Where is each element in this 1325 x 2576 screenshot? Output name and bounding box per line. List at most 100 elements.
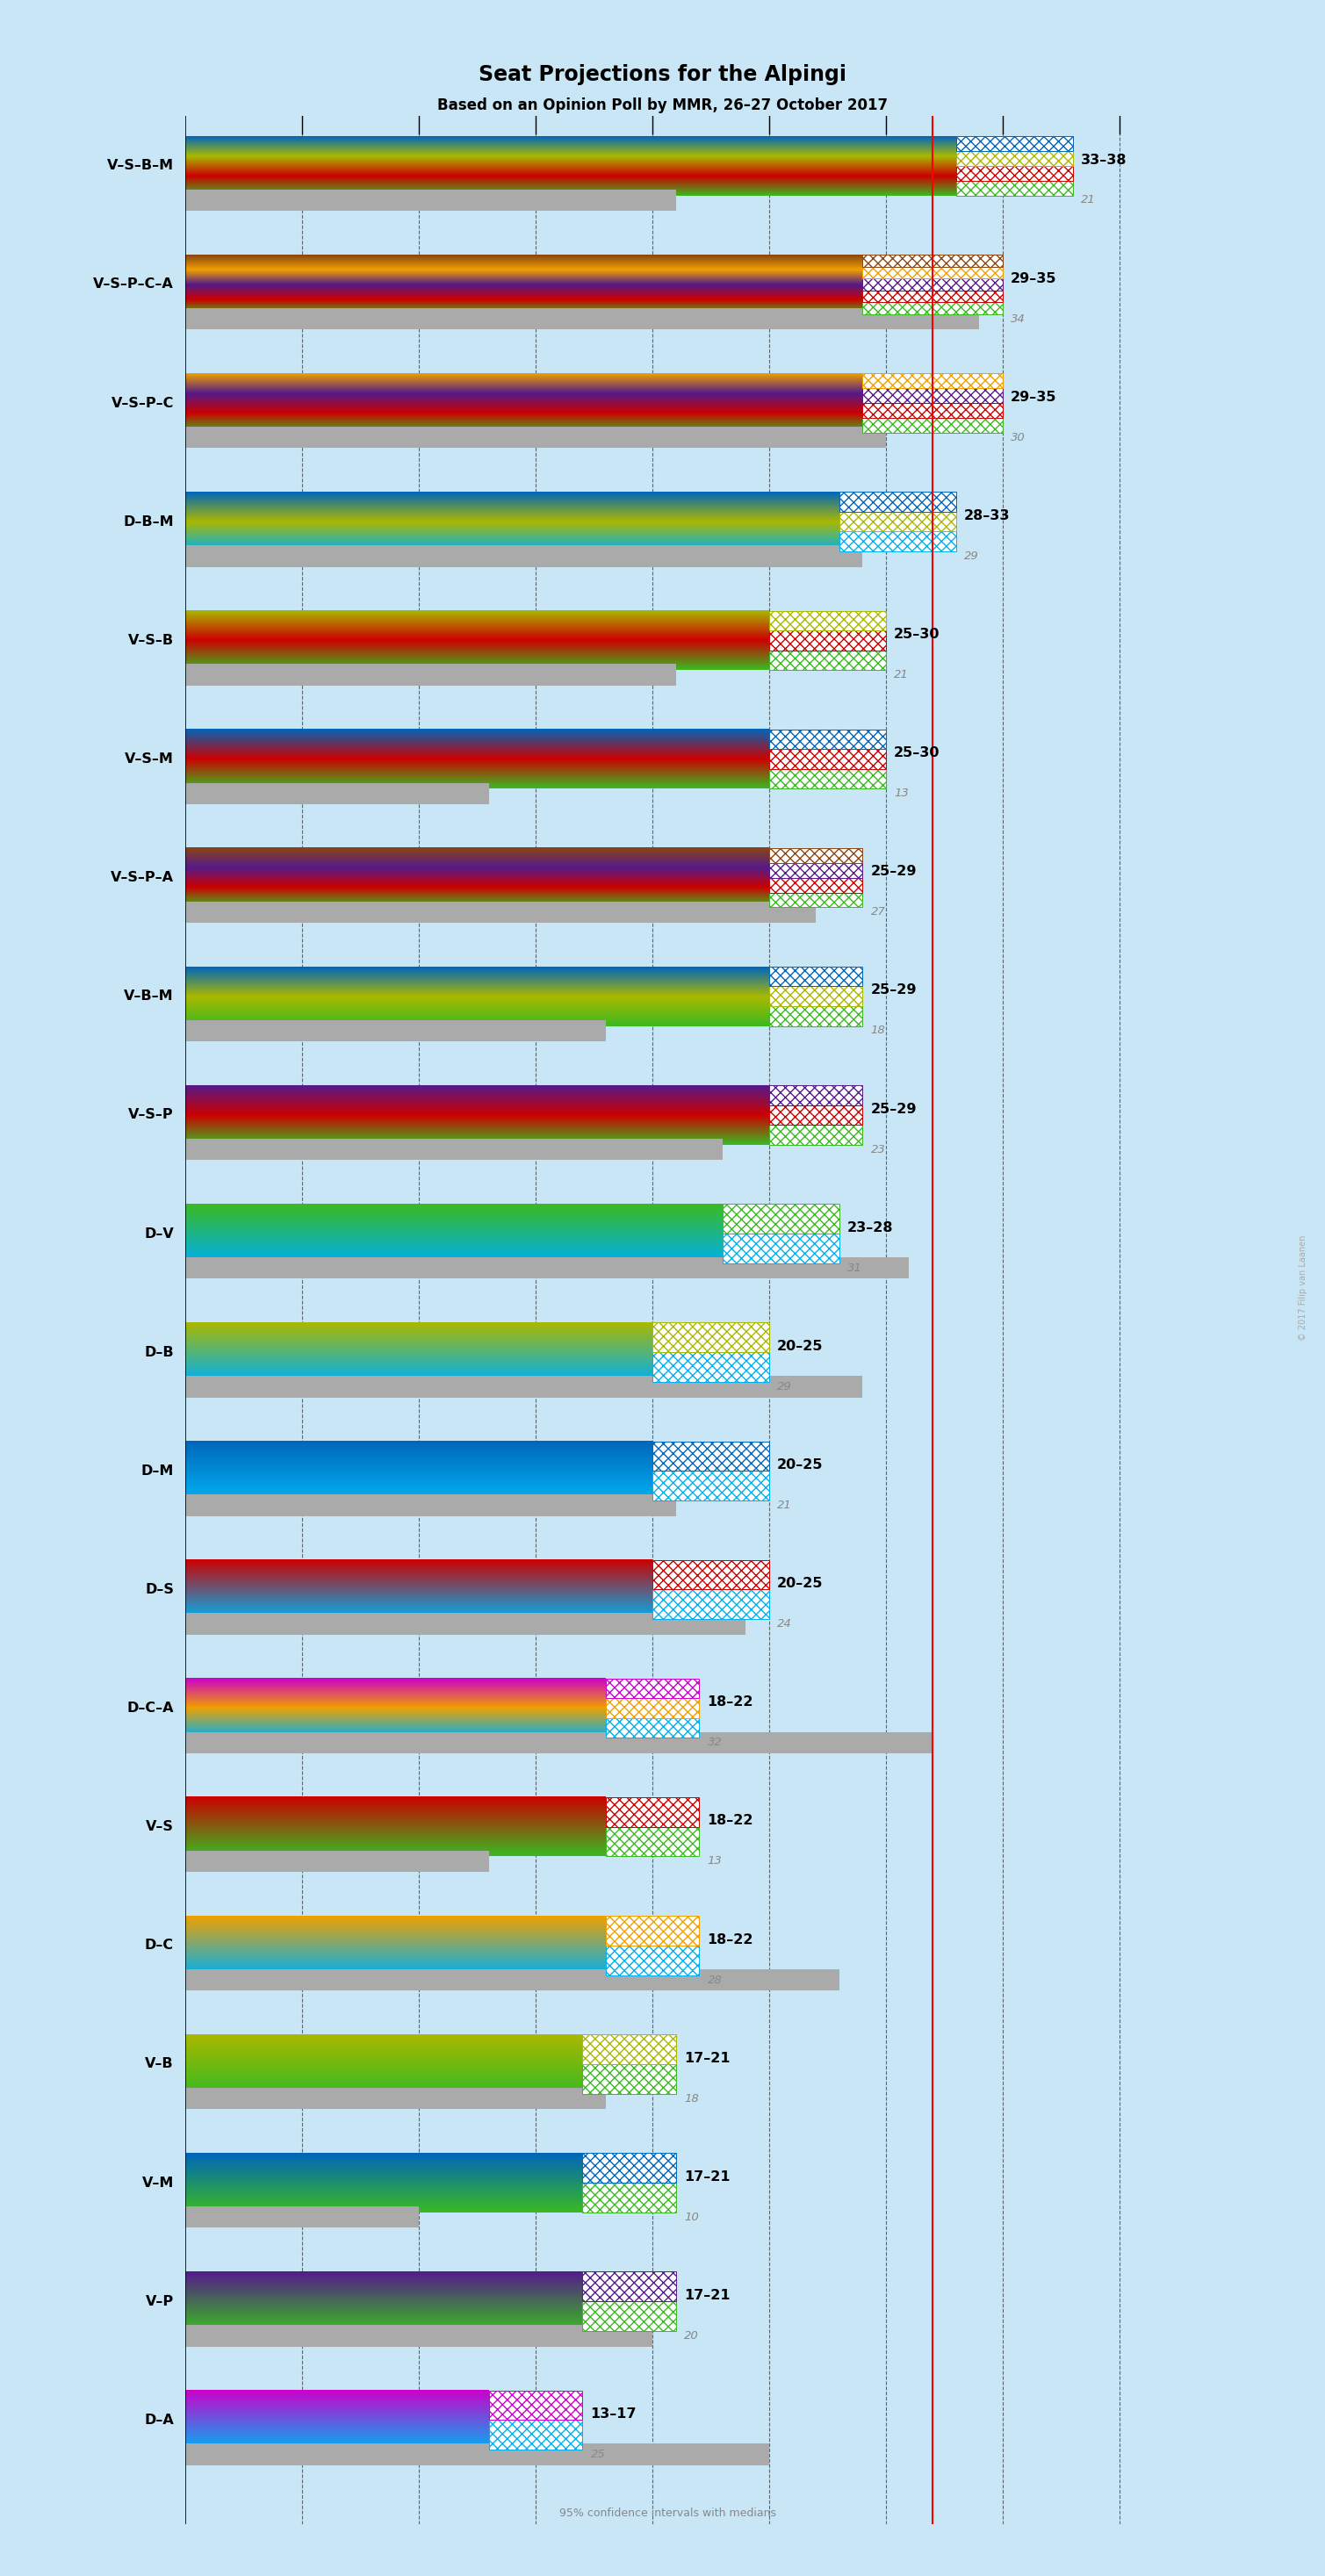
- Text: Based on an Opinion Poll by MMR, 26–27 October 2017: Based on an Opinion Poll by MMR, 26–27 O…: [437, 98, 888, 113]
- Bar: [768, 987, 863, 1007]
- Bar: [863, 255, 1003, 265]
- Text: V–S: V–S: [146, 1821, 174, 1834]
- Text: 25–29: 25–29: [871, 866, 917, 878]
- Text: V–B–M: V–B–M: [125, 989, 174, 1002]
- Bar: [186, 1139, 722, 1159]
- Bar: [583, 2154, 676, 2182]
- Text: 95% confidence intervals with medians: 95% confidence intervals with medians: [559, 2506, 776, 2519]
- Text: V–S–B: V–S–B: [129, 634, 174, 647]
- Bar: [186, 783, 489, 804]
- Bar: [722, 1234, 839, 1262]
- Text: 25–29: 25–29: [871, 984, 917, 997]
- Bar: [186, 1494, 676, 1515]
- Bar: [186, 902, 816, 922]
- Bar: [186, 428, 886, 448]
- Text: D–A: D–A: [144, 2414, 174, 2427]
- Text: D–V: D–V: [144, 1226, 174, 1239]
- Bar: [863, 402, 1003, 417]
- Bar: [606, 1680, 700, 1698]
- Text: 24: 24: [778, 1618, 792, 1631]
- Bar: [489, 2419, 583, 2450]
- Text: 32: 32: [708, 1736, 722, 1749]
- Bar: [583, 2272, 676, 2300]
- Bar: [606, 1917, 700, 1945]
- Bar: [768, 649, 886, 670]
- Bar: [863, 374, 1003, 389]
- Text: 21: 21: [1081, 193, 1096, 206]
- Bar: [606, 1798, 700, 1826]
- Bar: [955, 180, 1073, 196]
- Text: V–S–P–A: V–S–P–A: [110, 871, 174, 884]
- Bar: [652, 1440, 768, 1471]
- Bar: [955, 137, 1073, 152]
- Bar: [839, 492, 955, 513]
- Bar: [652, 1321, 768, 1352]
- Bar: [652, 1471, 768, 1502]
- Bar: [186, 1257, 909, 1278]
- Text: 25–30: 25–30: [894, 747, 941, 760]
- Text: 20: 20: [684, 2331, 698, 2342]
- Bar: [186, 1020, 606, 1041]
- Bar: [606, 1698, 700, 1718]
- Text: 20–25: 20–25: [778, 1577, 823, 1589]
- Text: 18–22: 18–22: [708, 1695, 754, 1708]
- Text: D–B–M: D–B–M: [123, 515, 174, 528]
- Bar: [768, 1105, 863, 1126]
- Bar: [863, 417, 1003, 433]
- Bar: [768, 848, 863, 863]
- Text: D–S: D–S: [144, 1582, 174, 1597]
- Bar: [768, 768, 886, 788]
- Text: 18: 18: [871, 1025, 885, 1036]
- Bar: [768, 863, 863, 878]
- Bar: [839, 513, 955, 531]
- Bar: [768, 1126, 863, 1144]
- Text: 13: 13: [708, 1855, 722, 1868]
- Text: 34: 34: [1011, 314, 1026, 325]
- Bar: [768, 750, 886, 768]
- Bar: [583, 2182, 676, 2213]
- Bar: [768, 611, 886, 631]
- Text: V–S–P: V–S–P: [129, 1108, 174, 1121]
- Text: V–S–P–C: V–S–P–C: [111, 397, 174, 410]
- Bar: [583, 2063, 676, 2094]
- Text: 20–25: 20–25: [778, 1458, 823, 1471]
- Bar: [863, 301, 1003, 314]
- Text: 28–33: 28–33: [965, 510, 1010, 523]
- Text: V–B: V–B: [146, 2058, 174, 2071]
- Text: D–C: D–C: [144, 1940, 174, 1953]
- Text: 17–21: 17–21: [684, 2050, 730, 2066]
- Bar: [768, 631, 886, 649]
- Text: 13–17: 13–17: [591, 2409, 636, 2421]
- Text: 18–22: 18–22: [708, 1932, 754, 1945]
- Text: 25–30: 25–30: [894, 629, 941, 641]
- Bar: [583, 2300, 676, 2331]
- Bar: [606, 1826, 700, 1857]
- Text: 23: 23: [871, 1144, 885, 1154]
- Text: V–S–P–C–A: V–S–P–C–A: [93, 278, 174, 291]
- Text: D–M: D–M: [140, 1463, 174, 1479]
- Bar: [186, 1613, 746, 1636]
- Text: 30: 30: [1011, 433, 1026, 443]
- Text: 33–38: 33–38: [1081, 152, 1126, 167]
- Bar: [186, 2445, 768, 2465]
- Bar: [863, 265, 1003, 278]
- Bar: [186, 309, 979, 330]
- Bar: [722, 1203, 839, 1234]
- Bar: [186, 2326, 652, 2347]
- Bar: [652, 1589, 768, 1620]
- Bar: [186, 1731, 933, 1754]
- Bar: [768, 729, 886, 750]
- Bar: [863, 278, 1003, 291]
- Text: 18: 18: [684, 2092, 698, 2105]
- Text: 29: 29: [778, 1381, 792, 1394]
- Text: V–S–M: V–S–M: [125, 752, 174, 765]
- Text: 18–22: 18–22: [708, 1814, 754, 1826]
- Text: 10: 10: [684, 2210, 698, 2223]
- Text: 17–21: 17–21: [684, 2290, 730, 2303]
- Bar: [768, 1084, 863, 1105]
- Text: 21: 21: [894, 670, 909, 680]
- Bar: [955, 165, 1073, 180]
- Text: 13: 13: [894, 788, 909, 799]
- Text: V–M: V–M: [142, 2177, 174, 2190]
- Text: 17–21: 17–21: [684, 2169, 730, 2184]
